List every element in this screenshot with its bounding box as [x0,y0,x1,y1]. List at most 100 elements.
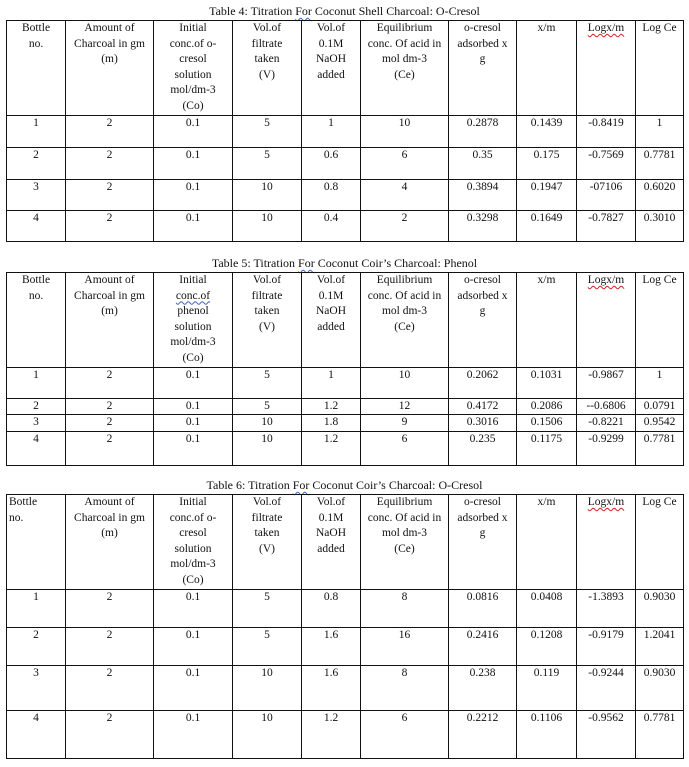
cell-filtrate-volume: 10 [232,664,302,711]
cell-adsorbed: 0.238 [448,664,517,711]
cell-bottle-no: 3 [6,414,66,432]
column-header-equilibrium-conc: Equilibrium conc. Of acid in mol dm-3 (Ce) [360,494,449,590]
column-header-bottle-no: Bottle no. [6,20,66,116]
table-row: 3 2 0.1 10 1.8 9 0.3016 0.1506 -0.8221 0.9542 [6,414,684,432]
table-row: 1 2 0.1 5 0.8 8 0.0816 0.0408 -1.3893 0.9030 [6,588,684,628]
header-line: g [479,527,486,540]
cell-naoh-volume: 0.8 [301,178,361,211]
table-caption: Table 5: Titration For Coconut Coir’s Ch… [211,256,478,270]
column-header-naoh-volume: Vol.of 0.1M NaOH added [301,272,361,368]
header-line: NaOH [315,53,347,66]
cell-log-x-over-m: -07106 [576,178,636,211]
header-line: 0.1M [318,511,344,524]
header-line: x/m [537,274,556,286]
column-header-log-ce: Log Ce [635,494,684,590]
cell-adsorbed: 0.2878 [448,114,517,148]
cell-log-ce: 1.2041 [635,626,684,666]
cell-initial-conc: 0.1 [153,366,233,399]
cell-charcoal-amount: 2 [65,397,154,416]
cell-equilibrium-conc: 12 [360,397,449,416]
column-header-bottle-no: Bottle no. [6,494,66,590]
header-line: Vol.of [252,496,282,508]
header-line: conc.of o- [169,37,217,50]
header-line: NaOH [315,305,347,318]
header-line: (Co) [182,99,204,112]
cell-log-ce: 0.3010 [635,209,684,242]
cell-charcoal-amount: 2 [65,146,154,180]
cell-initial-conc: 0.1 [153,626,233,666]
table-row: 1 2 0.1 5 1 10 0.2062 0.1031 -0.9867 1 [6,366,684,399]
cell-equilibrium-conc: 6 [360,146,449,180]
cell-bottle-no: 4 [6,209,66,242]
column-header-equilibrium-conc: Equilibrium conc. Of acid in mol dm-3 (Ce) [360,20,449,116]
cell-log-x-over-m: -0.8221 [576,414,636,432]
column-header-charcoal-amount: Amount of Charcoal in gm (m) [65,494,154,590]
cell-x-over-m: 0.1649 [516,209,577,242]
cell-initial-conc: 0.1 [153,709,233,759]
cell-log-ce: 0.7781 [635,146,684,180]
header-line: Equilibrium [376,274,433,286]
column-header-log-x-over-m: Logx/m [576,494,636,590]
cell-adsorbed: 0.35 [448,146,517,180]
cell-charcoal-amount: 2 [65,709,154,759]
table-row: 4 2 0.1 10 1.2 6 0.2212 0.1106 -0.9562 0.7781 [6,709,684,759]
column-header-filtrate-volume: Vol.of filtrate taken (V) [232,494,302,590]
cell-bottle-no: 1 [6,366,66,399]
cell-bottle-no: 4 [6,709,66,759]
column-header-x-over-m: x/m [516,20,577,116]
header-line: Vol.of [252,274,282,286]
cell-adsorbed: 0.3298 [448,209,517,242]
cell-x-over-m: 0.1439 [516,114,577,148]
header-line: solution [174,320,212,333]
header-line: conc. Of acid in [367,289,442,302]
cell-charcoal-amount: 2 [65,588,154,628]
cell-x-over-m: 0.2086 [516,397,577,416]
cell-filtrate-volume: 10 [232,209,302,242]
cell-x-over-m: 0.119 [516,664,577,711]
header-line: no. [28,289,44,302]
cell-filtrate-volume: 5 [232,626,302,666]
header-line: (V) [259,542,275,555]
cell-initial-conc: 0.1 [153,664,233,711]
cell-log-ce: 1 [635,366,684,399]
header-line: (Ce) [394,68,415,81]
cell-bottle-no: 2 [6,146,66,180]
column-header-initial-conc: Initial conc.of phenol solution mol/dm-3 (Co) [153,272,233,368]
header-line: solution [174,542,212,555]
header-line: Bottle [21,22,51,34]
header-line: (Ce) [394,542,415,555]
header-line: Initial [179,22,207,34]
cell-log-ce: 0.9030 [635,588,684,628]
table-row: 2 2 0.1 5 1.2 12 0.4172 0.2086 --0.6806 0.0791 [6,397,684,416]
data-table-6: Bottle no. Amount of Charcoal in gm (m) Initi… [6,494,684,759]
header-line: Vol.of [316,22,346,34]
cell-bottle-no: 2 [6,397,66,416]
cell-bottle-no: 1 [6,114,66,148]
cell-x-over-m: 0.1031 [516,366,577,399]
table-row: 2 2 0.1 5 0.6 6 0.35 0.175 -0.7569 0.7781 [6,146,684,180]
header-line: mol dm-3 [381,305,428,318]
header-line: Vol.of [252,22,282,34]
header-line: x/m [537,22,556,34]
cell-log-x-over-m: -0.8419 [576,114,636,148]
cell-equilibrium-conc: 2 [360,209,449,242]
header-line: (Co) [182,573,204,586]
header-line: Log Ce [642,274,677,286]
cell-filtrate-volume: 5 [232,146,302,180]
header-line: added [317,320,345,333]
header-line: mol/dm-3 [170,336,216,349]
header-line: Equilibrium [376,496,433,508]
data-table-5: Bottle no. Amount of Charcoal in gm (m) Initi… [6,272,684,466]
cell-log-x-over-m: --0.6806 [576,397,636,416]
cell-log-x-over-m: -0.9299 [576,430,636,466]
header-line: mol dm-3 [381,53,428,66]
cell-x-over-m: 0.0408 [516,588,577,628]
cell-filtrate-volume: 5 [232,366,302,399]
cell-log-x-over-m: -0.7827 [576,209,636,242]
header-line: Vol.of [316,496,346,508]
cell-charcoal-amount: 2 [65,178,154,211]
cell-naoh-volume: 1 [301,366,361,399]
table-row: 3 2 0.1 10 0.8 4 0.3894 0.1947 -07106 0.6020 [6,178,684,211]
cell-filtrate-volume: 10 [232,178,302,211]
header-line: no. [28,37,44,50]
